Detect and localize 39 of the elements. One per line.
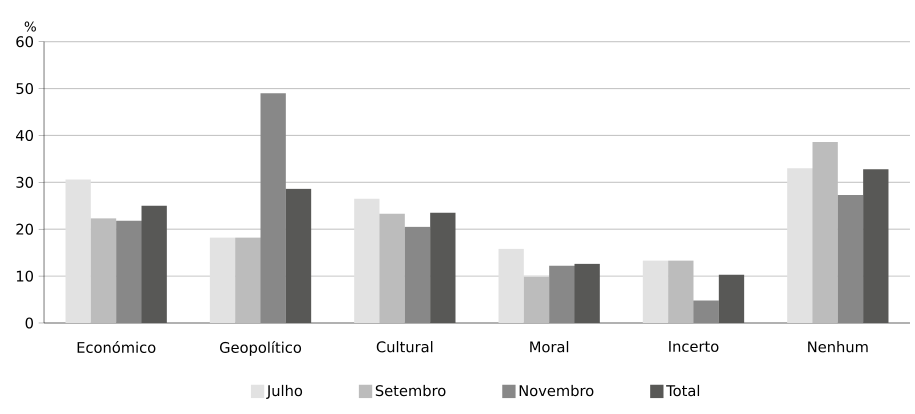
x-tick-label: Moral xyxy=(530,341,568,352)
bar xyxy=(116,220,142,323)
bar xyxy=(430,212,456,323)
bar xyxy=(718,274,744,323)
legend-label: Setembro xyxy=(376,384,446,396)
x-tick-label: Económico xyxy=(78,341,156,353)
bar xyxy=(642,260,668,323)
y-tick-label: 10 xyxy=(16,270,33,282)
legend-label: Julho xyxy=(266,384,302,399)
bar xyxy=(838,194,864,323)
bar xyxy=(210,238,236,323)
bar xyxy=(142,206,167,323)
bar xyxy=(354,198,380,323)
y-tick-label: 50 xyxy=(16,83,33,94)
bar xyxy=(286,188,312,323)
bar xyxy=(66,180,91,323)
legend-label: Novembro xyxy=(520,384,594,396)
legend-label: Total xyxy=(666,384,700,396)
x-tick-label: Geopolítico xyxy=(220,341,302,356)
y-tick-label: 60 xyxy=(16,36,33,48)
bar xyxy=(863,169,888,323)
y-axis-title: % xyxy=(24,22,36,32)
bar xyxy=(693,300,719,323)
bar xyxy=(787,168,812,323)
bar xyxy=(90,218,116,323)
x-tick-label: Cultural xyxy=(376,341,432,352)
bar xyxy=(498,248,524,323)
x-tick-label: Incerto xyxy=(669,341,718,352)
bar xyxy=(404,226,430,323)
bar xyxy=(574,264,600,323)
y-tick-label: 40 xyxy=(16,130,33,141)
bar xyxy=(380,214,405,323)
y-tick-label: 0 xyxy=(26,317,33,329)
y-tick-label: 30 xyxy=(16,176,33,188)
bar xyxy=(549,266,574,323)
bar xyxy=(260,93,286,323)
x-tick-label: Nenhum xyxy=(808,341,868,352)
y-tick-label: 20 xyxy=(16,224,33,235)
bar xyxy=(235,238,261,323)
